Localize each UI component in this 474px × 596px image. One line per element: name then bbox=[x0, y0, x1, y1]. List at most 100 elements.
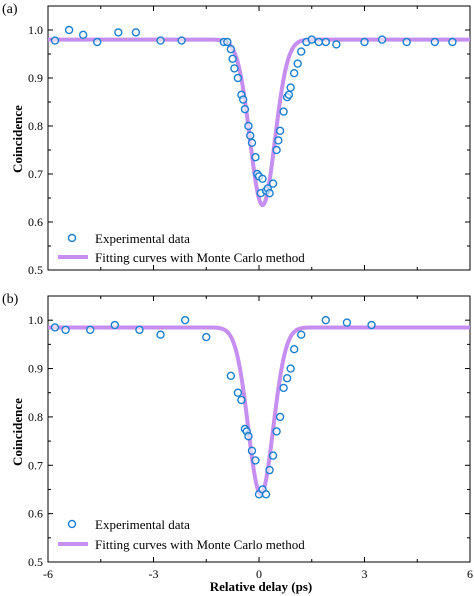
data-point-a-13 bbox=[233, 73, 243, 83]
data-point-b-24 bbox=[282, 374, 292, 383]
data-point-b-6 bbox=[180, 315, 190, 325]
x-axis-label: Relative delay (ps) bbox=[210, 579, 313, 594]
data-point-b-25 bbox=[286, 364, 295, 373]
data-point-a-48 bbox=[448, 37, 457, 47]
data-point-a-28 bbox=[268, 179, 278, 188]
data-point-a-0 bbox=[50, 36, 60, 45]
data-point-a-31 bbox=[275, 126, 285, 136]
data-point-b-27 bbox=[297, 330, 306, 339]
data-point-a-37 bbox=[293, 59, 302, 68]
data-point-a-27 bbox=[265, 188, 274, 198]
data-point-a-11 bbox=[228, 54, 237, 63]
x-tick-label-b-0: -6 bbox=[43, 567, 53, 581]
data-point-a-30 bbox=[274, 136, 283, 145]
y-tick-label-b-4: 0.9 bbox=[28, 362, 43, 376]
data-point-b-1 bbox=[61, 325, 70, 335]
data-point-a-15 bbox=[238, 95, 248, 104]
data-point-b-8 bbox=[226, 371, 236, 380]
legend-marker-experimental-a bbox=[67, 233, 77, 243]
data-point-a-43 bbox=[332, 40, 341, 49]
data-point-b-13 bbox=[244, 432, 253, 441]
data-point-b-20 bbox=[268, 451, 278, 460]
data-point-a-29 bbox=[272, 145, 281, 155]
panel-label-a: (a) bbox=[2, 2, 18, 17]
data-point-a-1 bbox=[64, 25, 74, 35]
legend-b: Experimental data Fitting curves with Mo… bbox=[58, 517, 305, 552]
x-tick-label-b-4: 6 bbox=[467, 567, 473, 581]
data-point-b-19 bbox=[265, 465, 274, 475]
data-point-b-2 bbox=[85, 325, 95, 335]
data-point-a-24 bbox=[258, 174, 267, 184]
data-point-a-35 bbox=[286, 83, 295, 92]
y-tick-label-a-0: 0.5 bbox=[28, 263, 43, 277]
data-point-a-20 bbox=[251, 152, 260, 162]
data-point-b-18 bbox=[261, 490, 271, 499]
data-point-b-14 bbox=[247, 446, 257, 455]
y-axis-label-b: Coincidence bbox=[10, 398, 25, 466]
y-tick-label-a-4: 0.9 bbox=[28, 71, 43, 85]
panel-a: (a) Coincidence 0.5 0.6 0.7 0.8 0.9 1.0 Exper… bbox=[2, 2, 471, 277]
data-point-b-10 bbox=[237, 395, 246, 405]
data-point-a-41 bbox=[314, 37, 323, 47]
data-point-b-0 bbox=[50, 323, 60, 332]
data-point-a-34 bbox=[284, 90, 294, 100]
data-point-a-2 bbox=[78, 30, 88, 39]
data-point-a-19 bbox=[247, 138, 257, 148]
y-tick-label-b-1: 0.6 bbox=[28, 507, 43, 521]
y-tick-label-a-5: 1.0 bbox=[28, 23, 43, 37]
data-point-a-44 bbox=[360, 37, 369, 47]
y-tick-label-b-0: 0.5 bbox=[28, 555, 43, 569]
data-point-a-9 bbox=[223, 37, 232, 47]
data-point-a-17 bbox=[244, 121, 253, 131]
data-point-a-7 bbox=[177, 36, 186, 45]
y-tick-label-b-5: 1.0 bbox=[28, 313, 43, 327]
data-point-b-26 bbox=[289, 345, 299, 354]
data-point-a-4 bbox=[114, 28, 123, 37]
data-point-a-10 bbox=[226, 45, 236, 54]
data-point-a-3 bbox=[93, 37, 102, 47]
fit-curve-b bbox=[47, 325, 471, 497]
y-tick-label-a-2: 0.7 bbox=[28, 167, 43, 181]
x-tick-label-b-1: -3 bbox=[149, 567, 159, 581]
legend-label-experimental-b: Experimental data bbox=[95, 517, 190, 532]
y-tick-label-b-2: 0.7 bbox=[28, 458, 43, 472]
panel-label-b: (b) bbox=[2, 292, 19, 307]
data-point-a-5 bbox=[131, 28, 141, 37]
data-point-a-38 bbox=[297, 47, 306, 56]
data-point-b-3 bbox=[110, 320, 120, 330]
data-point-b-22 bbox=[275, 412, 285, 422]
data-point-a-6 bbox=[156, 36, 165, 45]
plot-area-a: 0.5 0.6 0.7 0.8 0.9 1.0 bbox=[28, 5, 471, 277]
legend-label-experimental-a: Experimental data bbox=[95, 231, 190, 246]
legend-a: Experimental data Fitting curves with Mo… bbox=[58, 231, 305, 265]
data-point-a-12 bbox=[230, 64, 239, 73]
y-axis-label-a: Coincidence bbox=[10, 105, 25, 173]
y-tick-label-a-1: 0.6 bbox=[28, 215, 43, 229]
legend-label-fit-b: Fitting curves with Monte Carlo method bbox=[95, 537, 305, 552]
y-tick-label-b-3: 0.8 bbox=[28, 410, 43, 424]
data-point-b-21 bbox=[272, 427, 281, 436]
data-point-b-30 bbox=[367, 320, 376, 330]
data-point-a-42 bbox=[321, 37, 331, 47]
plot-area-b: 0.5 0.6 0.7 0.8 0.9 1.0 -6 -3 0 3 6 bbox=[28, 295, 473, 581]
data-point-b-29 bbox=[342, 318, 352, 327]
data-point-b-7 bbox=[202, 332, 211, 342]
panel-b: (b) Coincidence 0.5 0.6 0.7 0.8 0.9 1.0 -6 -3 0 3… bbox=[2, 292, 473, 594]
data-point-b-15 bbox=[251, 456, 260, 465]
x-tick-label-b-2: 0 bbox=[256, 567, 262, 581]
y-tick-label-a-3: 0.8 bbox=[28, 119, 43, 133]
legend-marker-experimental-b bbox=[67, 519, 77, 529]
data-point-a-46 bbox=[402, 37, 411, 47]
data-point-a-40 bbox=[307, 35, 316, 44]
fit-curve-a bbox=[47, 37, 471, 208]
legend-label-fit-a: Fitting curves with Monte Carlo method bbox=[95, 250, 305, 265]
data-point-a-45 bbox=[377, 35, 387, 44]
data-point-b-23 bbox=[279, 383, 288, 393]
data-point-a-36 bbox=[289, 68, 299, 78]
data-point-a-16 bbox=[240, 104, 250, 114]
data-point-a-32 bbox=[279, 107, 288, 116]
x-tick-label-b-3: 3 bbox=[362, 567, 368, 581]
data-point-b-9 bbox=[233, 388, 243, 397]
data-point-a-47 bbox=[430, 37, 440, 47]
